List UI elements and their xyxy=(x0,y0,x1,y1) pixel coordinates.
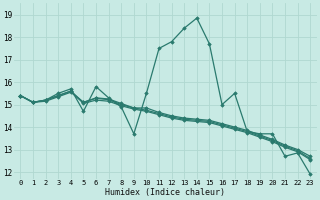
X-axis label: Humidex (Indice chaleur): Humidex (Indice chaleur) xyxy=(105,188,225,197)
